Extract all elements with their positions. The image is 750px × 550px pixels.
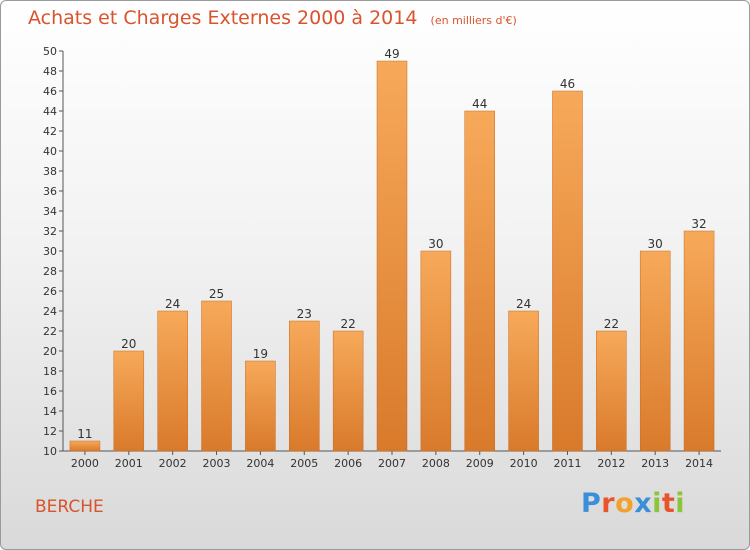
y-tick-label: 36 — [43, 185, 57, 198]
bar-2013 — [639, 250, 671, 452]
y-tick-label: 46 — [43, 85, 57, 98]
bar-2008 — [420, 250, 452, 452]
value-label-2000: 11 — [77, 427, 92, 441]
x-tick-label-2000: 2000 — [71, 457, 99, 470]
bar-2005 — [289, 320, 320, 452]
bar-2012 — [596, 330, 627, 452]
chart-unit-text: (en milliers d'€) — [430, 14, 517, 27]
y-tick-label: 30 — [43, 245, 57, 258]
value-label-2006: 22 — [340, 317, 355, 331]
x-tick-label-2012: 2012 — [597, 457, 625, 470]
logo-letter: i — [675, 488, 686, 519]
y-tick-label: 20 — [43, 345, 57, 358]
y-tick-label: 40 — [43, 145, 57, 158]
x-tick-label-2008: 2008 — [422, 457, 450, 470]
value-label-2010: 24 — [516, 297, 531, 311]
value-label-2013: 30 — [648, 237, 663, 251]
chart-title: Achats et Charges Externes 2000 à 2014 (… — [28, 7, 517, 29]
y-tick-label: 34 — [43, 205, 57, 218]
logo-letter: i — [652, 488, 662, 519]
y-tick-label: 42 — [43, 125, 57, 138]
value-label-2009: 44 — [472, 97, 487, 111]
x-tick-label-2009: 2009 — [466, 457, 494, 470]
y-tick-label: 44 — [43, 105, 57, 118]
value-label-2014: 32 — [691, 217, 706, 231]
value-label-2008: 30 — [428, 237, 443, 251]
chart-title-text: Achats et Charges Externes 2000 à 2014 — [28, 7, 418, 29]
x-tick-label-2013: 2013 — [641, 457, 669, 470]
bar-2009 — [464, 110, 495, 452]
y-tick-label: 32 — [43, 225, 57, 238]
y-tick-label: 16 — [43, 385, 57, 398]
bar-2014 — [683, 230, 715, 452]
y-tick-label: 50 — [43, 45, 57, 58]
y-tick-label: 26 — [43, 285, 57, 298]
x-tick-label-2004: 2004 — [246, 457, 274, 470]
bar-2000 — [69, 440, 101, 452]
y-tick-label: 48 — [43, 65, 57, 78]
logo-letter: P — [581, 488, 602, 519]
y-tick-label: 14 — [43, 405, 57, 418]
value-label-2002: 24 — [165, 297, 180, 311]
logo-letter: t — [661, 488, 676, 519]
x-tick-label-2006: 2006 — [334, 457, 362, 470]
logo-letter: x — [634, 488, 653, 519]
x-tick-label-2002: 2002 — [159, 457, 187, 470]
x-tick-label-2003: 2003 — [203, 457, 231, 470]
y-tick-label: 18 — [43, 365, 57, 378]
bars-group: 11 20 24 25 19 23 22 49 30 44 24 46 22 30 32 — [69, 47, 715, 452]
x-tick-label-2014: 2014 — [685, 457, 713, 470]
x-tick-label-2001: 2001 — [115, 457, 143, 470]
logo-letter: r — [601, 488, 616, 519]
value-label-2005: 23 — [297, 307, 312, 321]
bar-2004 — [245, 360, 276, 452]
bar-2007 — [376, 60, 408, 452]
x-tick-label-2007: 2007 — [378, 457, 406, 470]
bar-2003 — [201, 300, 232, 452]
commune-name: BERCHE — [35, 497, 104, 517]
bar-2010 — [508, 310, 539, 452]
logo-letter: o — [615, 488, 635, 519]
y-tick-label: 38 — [43, 165, 57, 178]
value-label-2011: 46 — [560, 77, 575, 91]
bar-2006 — [332, 330, 364, 452]
bar-2002 — [157, 310, 188, 452]
value-label-2001: 20 — [121, 337, 136, 351]
y-tick-label: 12 — [43, 425, 57, 438]
value-label-2003: 25 — [209, 287, 224, 301]
x-tick-label-2011: 2011 — [553, 457, 581, 470]
bar-2001 — [113, 350, 145, 452]
y-tick-label: 24 — [43, 305, 57, 318]
value-label-2007: 49 — [384, 47, 399, 61]
value-label-2004: 19 — [253, 347, 268, 361]
x-tick-label-2005: 2005 — [290, 457, 318, 470]
proxiti-logo: Proxiti — [581, 488, 685, 519]
bar-2011 — [552, 90, 583, 452]
value-label-2012: 22 — [604, 317, 619, 331]
x-tick-label-2010: 2010 — [510, 457, 538, 470]
y-tick-label: 22 — [43, 325, 57, 338]
y-tick-label: 28 — [43, 265, 57, 278]
y-tick-label: 10 — [43, 445, 57, 458]
